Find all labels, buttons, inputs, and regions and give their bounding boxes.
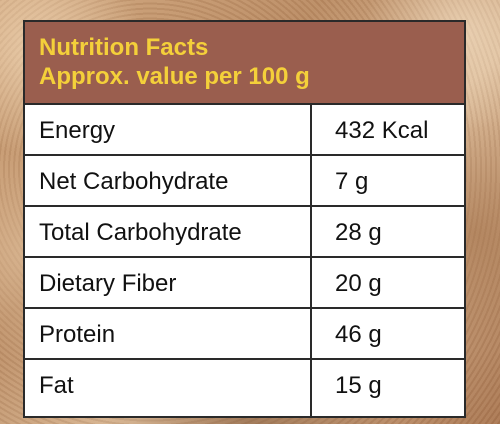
nutrition-row-net-carbohydrate: Net Carbohydrate 7 g (25, 154, 464, 205)
nutrient-label: Fat (39, 372, 74, 399)
nutrient-value: 20 g (335, 270, 382, 297)
nutrient-label: Total Carbohydrate (39, 219, 242, 246)
header-subtitle: Approx. value per 100 g (39, 63, 310, 90)
nutrient-value: 46 g (335, 321, 382, 348)
column-divider (310, 103, 312, 416)
nutrient-value: 432 Kcal (335, 117, 429, 144)
nutrition-rows: Energy 432 Kcal Net Carbohydrate 7 g Tot… (25, 103, 464, 409)
nutrition-row-fat: Fat 15 g (25, 358, 464, 409)
nutrition-facts-table: Nutrition Facts Approx. value per 100 g … (23, 20, 466, 418)
nutrient-label: Dietary Fiber (39, 270, 177, 297)
nutrient-value: 15 g (335, 372, 382, 399)
nutrition-row-energy: Energy 432 Kcal (25, 103, 464, 154)
nutrient-value: 7 g (335, 168, 369, 195)
nutrition-row-total-carbohydrate: Total Carbohydrate 28 g (25, 205, 464, 256)
nutrient-label: Protein (39, 321, 116, 348)
nutrition-row-dietary-fiber: Dietary Fiber 20 g (25, 256, 464, 307)
nutrient-label: Net Carbohydrate (39, 168, 229, 195)
nutrient-label: Energy (39, 117, 116, 144)
nutrition-header: Nutrition Facts Approx. value per 100 g (25, 22, 464, 103)
header-title: Nutrition Facts (39, 34, 209, 61)
nutrient-value: 28 g (335, 219, 382, 246)
nutrition-row-protein: Protein 46 g (25, 307, 464, 358)
